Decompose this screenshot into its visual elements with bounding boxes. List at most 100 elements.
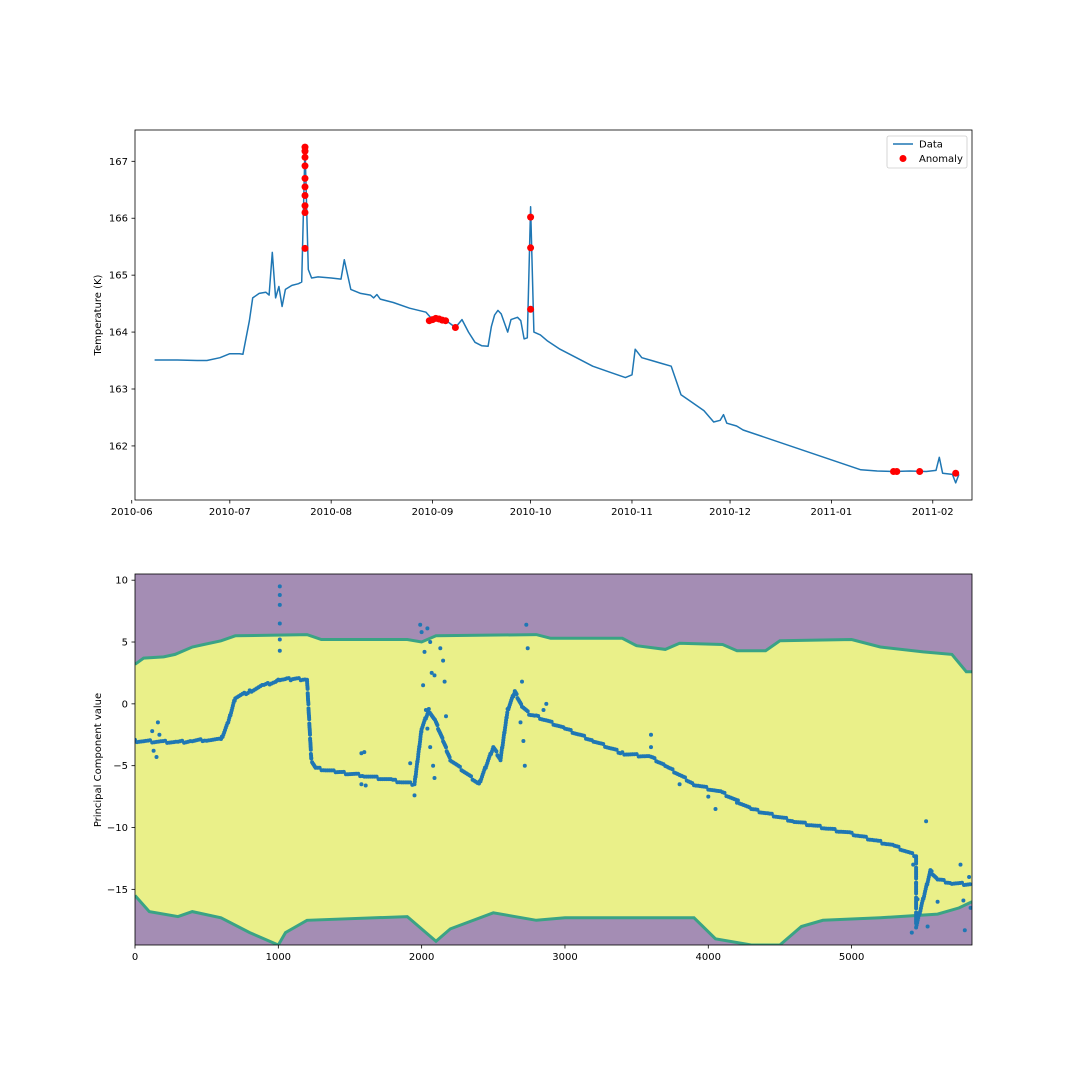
pc-point [614,747,619,752]
pc-point [863,834,868,839]
y-tick-label: −15 [107,885,128,896]
pc-point [444,745,448,750]
x-tick-label: 2011-01 [811,507,853,518]
pc-point [150,729,155,734]
pc-point [442,679,447,684]
pc-point [423,708,428,712]
y-tick-label: 162 [109,441,128,452]
pc-point [408,761,413,766]
pc-point [151,748,156,753]
x-tick-label: 2010-12 [709,507,751,518]
pc-point [958,862,963,867]
y-tick-label: 166 [109,214,128,225]
pc-point [652,756,657,761]
pc-point [914,891,919,896]
x-tick-label: 2010-06 [111,507,153,518]
legend-anomaly-swatch [899,155,907,162]
x-tick-label: 2000 [409,952,434,963]
pc-point [431,763,436,768]
pc-point [962,928,967,933]
pc-point [649,745,653,750]
data-series-line [154,146,960,484]
pc-point [277,593,282,597]
pc-point [305,686,310,691]
anomaly-point [301,192,309,199]
pc-point [713,807,718,811]
lower-decision-boundary [135,894,972,945]
pc-point [428,745,433,750]
x-tick-label: 2011-02 [912,507,954,518]
y-tick-label: 164 [109,328,128,339]
temperature-plot-layer [154,143,960,484]
pc-point [447,755,452,760]
pc-point [541,708,546,712]
x-tick-label: 3000 [552,952,577,963]
anomaly-point [301,209,309,216]
temperature-axes-frame [134,129,973,501]
pc-point [494,749,499,754]
pc-point [911,862,916,867]
anomaly-point [301,153,309,161]
anomaly-point [527,244,535,252]
pc-point [421,683,426,688]
pc-point [157,732,162,737]
upper-decision-boundary [135,633,972,674]
anomaly-point [527,305,535,313]
x-tick-label: 5000 [839,952,864,963]
y-tick-label: 165 [109,271,128,282]
temperature-x-ticks: 2010-06 2010-07 2010-08 2010-09 2010-10 2010-… [111,500,954,518]
x-tick-label: 2010-08 [310,507,352,518]
anomaly-point [301,244,309,252]
y-tick-label: −5 [113,761,128,772]
legend-anomaly-label: Anomaly [919,154,963,165]
pc-point [432,673,437,678]
pc-point [444,714,448,719]
pc-point [308,732,312,737]
pc-point [929,869,934,874]
pc-point [924,819,929,824]
pc-point [935,899,940,904]
x-tick-label: 0 [132,952,138,963]
pc-point [419,630,424,635]
anomaly-point [893,468,901,475]
pc-point [505,710,510,715]
pc-point [549,719,554,724]
legend-data-label: Data [919,140,943,151]
pc-point [308,747,313,752]
x-tick-label: 2010-09 [412,507,454,518]
x-tick-label: 1000 [266,952,291,963]
y-tick-label: 10 [115,576,128,587]
pc-point [525,646,530,651]
pc-point [915,897,920,902]
pc-point [428,640,433,644]
principal-component-points [135,584,972,935]
anomaly-point [301,143,309,151]
pc-point [359,782,364,787]
principal-component-y-ticks: −15 −10 −5 0 5 10 [107,576,135,896]
pc-point [521,739,526,743]
temperature-legend: Data Anomaly [886,135,968,169]
pc-point [601,742,606,746]
temperature-y-ticks: 162 163 164 165 166 167 [109,157,135,452]
pc-point [914,881,919,886]
pc-point [909,930,914,935]
anomaly-point [451,324,459,331]
pc-point [544,701,549,706]
x-tick-label: 2010-10 [510,507,552,518]
pc-point [412,793,417,798]
pc-point [309,756,314,761]
pc-point [518,720,523,725]
pc-point [896,844,901,849]
pc-point [425,726,430,731]
pc-point [425,626,430,631]
pc-point [670,767,675,772]
anomaly-point [916,468,924,475]
pc-point [277,584,282,589]
y-tick-label: 163 [109,385,128,396]
pc-point [363,783,368,788]
pc-point [362,750,367,755]
pc-point [968,882,972,887]
pc-point [677,782,682,787]
pc-point [683,775,687,780]
anomaly-point [527,213,535,221]
